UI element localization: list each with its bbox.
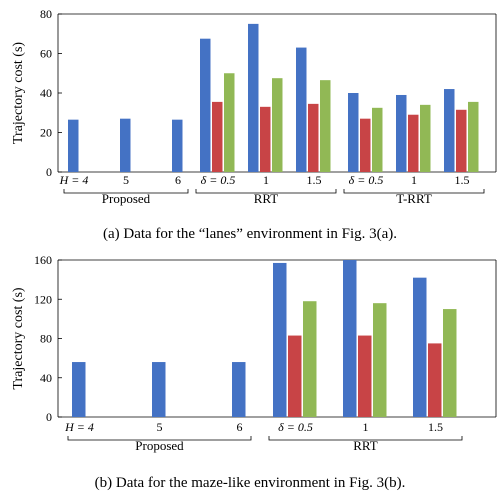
group-label: RRT — [254, 191, 279, 206]
x-tick-label: 1 — [363, 420, 369, 434]
bar-red — [288, 335, 302, 417]
x-tick-label: 1 — [411, 173, 417, 187]
group-bracket — [63, 189, 189, 194]
bar-green — [372, 107, 383, 172]
y-tick-label: 80 — [40, 332, 52, 346]
bar-blue — [72, 362, 86, 417]
chart-b: 0 40 80 120 160 Trajectory cost (s) H = 4 5 6 Pro… — [11, 253, 497, 491]
group-bracket — [195, 189, 337, 194]
bar-blue — [444, 89, 455, 172]
figure-caption: (a) Data for the “lanes” environment in … — [103, 226, 397, 242]
x-tick-label: H = 4 — [59, 173, 89, 187]
group-label: RRT — [353, 438, 378, 453]
y-tick-label: 40 — [40, 86, 52, 100]
bar-red — [358, 335, 372, 417]
figure-caption: (b) Data for the maze-like environment i… — [95, 475, 406, 491]
group-bracket — [67, 436, 252, 441]
x-tick-label: 1.5 — [428, 420, 443, 434]
bar-blue — [343, 260, 357, 417]
x-tick-label: δ = 0.5 — [278, 420, 313, 434]
y-tick-label: 0 — [46, 165, 52, 179]
x-tick-label: 5 — [123, 173, 129, 187]
bar-blue — [68, 119, 79, 172]
group-label: Proposed — [135, 438, 184, 453]
bar-green — [224, 73, 235, 172]
x-tick-label: 6 — [237, 420, 243, 434]
x-tick-label: 1.5 — [307, 173, 322, 187]
bar-green — [303, 301, 317, 417]
bar-green — [272, 78, 283, 172]
bar-green — [320, 80, 331, 172]
bar-green — [373, 303, 387, 417]
bar-blue — [120, 118, 131, 172]
bar-blue — [152, 362, 166, 417]
x-tick-label: 5 — [157, 420, 163, 434]
x-tick-label: δ = 0.5 — [349, 173, 384, 187]
y-axis-label: Trajectory cost (s) — [11, 42, 26, 144]
bar-red — [360, 118, 371, 172]
y-tick-label: 40 — [40, 371, 52, 385]
bar-red — [456, 109, 467, 172]
bar-green — [420, 104, 431, 172]
bar-blue — [200, 38, 211, 172]
bar-blue — [348, 93, 359, 172]
x-tick-label: H = 4 — [64, 420, 94, 434]
x-tick-label: δ = 0.5 — [201, 173, 236, 187]
bar-red — [408, 114, 419, 172]
bar-green — [443, 309, 457, 417]
y-tick-label: 160 — [34, 253, 52, 267]
group-label: T-RRT — [396, 191, 432, 206]
bar-red — [428, 343, 442, 417]
chart-a: 0 20 40 60 80 Trajectory cost (s) H = 4 5 6 Propo… — [11, 7, 497, 242]
y-axis-label: Trajectory cost (s) — [11, 287, 26, 389]
group-label: Proposed — [102, 191, 151, 206]
bar-blue — [248, 23, 259, 172]
bar-blue — [273, 262, 287, 417]
x-tick-label: 1 — [263, 173, 269, 187]
x-tick-label: 6 — [175, 173, 181, 187]
x-tick-label: 1.5 — [455, 173, 470, 187]
group-bracket — [268, 436, 463, 441]
bar-blue — [413, 277, 427, 417]
bar-green — [468, 101, 479, 172]
bar-red — [212, 101, 223, 172]
y-tick-label: 80 — [40, 7, 52, 21]
y-tick-label: 60 — [40, 47, 52, 61]
y-tick-label: 120 — [34, 292, 52, 306]
bar-blue — [232, 362, 246, 417]
y-tick-label: 20 — [40, 126, 52, 140]
bar-blue — [172, 119, 183, 172]
bar-blue — [296, 47, 307, 173]
y-tick-label: 0 — [46, 410, 52, 424]
bar-blue — [396, 94, 407, 172]
bar-red — [260, 106, 271, 172]
bar-red — [308, 103, 319, 172]
group-bracket — [343, 189, 485, 194]
